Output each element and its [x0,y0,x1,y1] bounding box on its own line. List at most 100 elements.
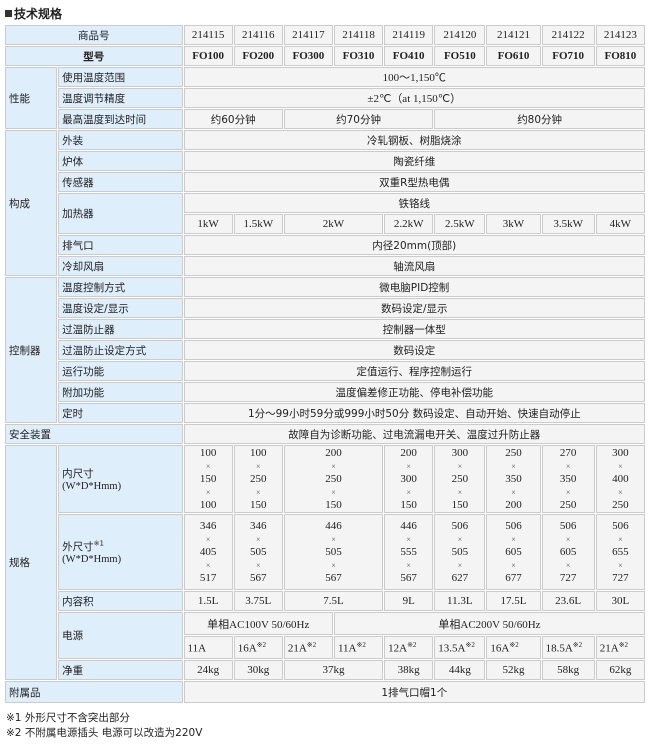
heater-power-cell: 2.2kW [384,214,434,234]
dim-value: 627 [451,571,469,584]
dim-value: 150 [451,498,469,511]
dim-value: 505 [451,545,469,558]
inner-dim-label: 内尺寸 [62,468,94,480]
table-row: 最高温度到达时间 约60分钟 约70分钟 约80分钟 [5,109,645,129]
row-label: 最高温度到达时间 [58,109,183,129]
times-sign: × [205,461,211,471]
current-value: 16A [490,642,510,655]
times-sign: × [406,461,411,471]
current-cell: 11A [183,636,233,659]
table-row: 运行功能 定值运行、程序控制运行 [5,361,645,381]
current-value: 12A [388,642,408,655]
accessory-value: 1排气口帽1个 [183,681,645,703]
volume-cell: 30L [595,591,645,611]
fan-value: 轴流风扇 [183,256,645,276]
item-no-cell: 214117 [283,25,333,45]
inner-dim-cell: 100 × 150 × 100 [183,445,233,513]
dim-value: 517 [199,571,217,584]
times-sign: × [256,560,261,570]
weight-cell: 58kg [541,660,595,680]
group-performance: 性能 [5,67,58,129]
table-row: 加热器 铁铬线 [5,193,645,234]
item-no-row: 商品号 214115 214116 214117 214118 214119 214120… [5,25,645,45]
current-value: 21A [599,642,619,655]
dim-value: 100 [199,446,217,459]
current-note: ※2 [407,640,417,649]
outer-dim-cell: 446 × 555 × 567 [384,514,434,590]
dim-value: 200 [505,498,522,511]
inner-dim-cell: 200 × 250 × 150 [283,445,384,513]
spec-table: 商品号 214115 214116 214117 214118 214119 214120… [4,24,646,704]
table-row: 温度调节精度 ±2℃（at 1,150℃） [5,88,645,108]
dim-value: 150 [199,472,217,485]
dim-value: 350 [505,472,522,485]
exterior-value: 冷轧钢板、树脂烧涂 [183,130,645,150]
current-cell: 21A※2 [595,636,645,659]
current-note: ※2 [465,640,475,649]
table-row: 性能 使用温度范围 100～1,150℃ [5,67,645,129]
controller-value: 定值运行、程序控制运行 [183,361,645,381]
row-label: 过温防止设定方式 [58,340,183,360]
table-row: 过温防止设定方式 数码设定 [5,340,645,360]
safety-label: 安全装置 [5,424,183,444]
table-row: 安全装置 故障自为诊断功能、过电流漏电开关、温度过升防止器 [5,424,645,444]
current-cell: 12A※2 [384,636,434,659]
table-row: 过温防止器 控制器一体型 [5,319,645,339]
dim-value: 567 [250,571,267,584]
footnote: ※2 不附属电源插头 电源可以改造为220V [6,727,203,739]
heater-value: 铁铬线 [183,193,645,213]
weight-cell: 30kg [233,660,283,680]
times-sign: × [618,461,623,471]
item-no-cell: 214121 [486,25,541,45]
times-sign: × [457,534,463,544]
volume-row: 内容积 1.5L 3.75L 7.5L 9L 11.3L 17.5L 23.6L 30L [5,591,645,611]
outer-dim-cell: 346 × 505 × 567 [233,514,283,590]
volume-cell: 23.6L [541,591,595,611]
row-label: 排气口 [58,235,183,255]
controller-value: 温度偏差修正功能、停电补偿功能 [183,382,645,402]
current-value: 11A [337,642,357,655]
times-sign: × [205,487,211,497]
inner-dim-cell: 200 × 300 × 150 [384,445,434,513]
dim-value: 200 [325,446,342,459]
power-row: 电源 单相AC100V 50/60Hz 单相AC200V 50/60Hz [5,612,645,659]
current-value: 13.5A [438,642,466,655]
controller-value: 1分～99小时59分或999小时50分 数码设定、自动开始、快速自动停止 [183,403,645,423]
volume-cell: 9L [384,591,434,611]
dim-value: 270 [559,446,577,459]
dim-value: 727 [559,571,577,584]
row-label: 定时 [58,403,183,423]
model-row: 型号 FO100 FO200 FO300 FO310 FO410 FO510 FO610 FO… [5,46,645,66]
section-title: 技术规格 [5,5,62,22]
dim-value: 150 [325,498,342,511]
heater-power-cell: 1kW [183,214,233,234]
current-value: 21A [287,642,307,655]
weight-row: 净重 24kg 30kg 37kg 38kg 44kg 52kg 58kg 62kg [5,660,645,680]
table-row: 传感器 双重R型热电偶 [5,172,645,192]
current-note: ※2 [356,640,366,649]
weight-cell: 52kg [486,660,541,680]
dim-value: 555 [400,545,417,558]
outer-dim-cell: 506 × 605 × 727 [541,514,595,590]
dim-value: 605 [559,545,577,558]
table-row: 排气口 内径20mm(顶部) [5,235,645,255]
volume-cell: 7.5L [283,591,384,611]
dim-value: 250 [612,498,629,511]
model-label: 型号 [5,46,183,66]
dim-value: 505 [325,545,342,558]
weight-cell: 44kg [434,660,486,680]
current-cell: 13.5A※2 [434,636,486,659]
times-sign: × [256,534,261,544]
model-cell: FO100 [183,46,233,66]
table-row: 附加功能 温度偏差修正功能、停电补偿功能 [5,382,645,402]
model-cell: FO810 [595,46,645,66]
dim-value: 300 [451,446,469,459]
times-sign: × [511,487,516,497]
dim-value: 346 [199,519,217,532]
dim-value: 446 [325,519,342,532]
table-row: 冷却风扇 轴流风扇 [5,256,645,276]
outer-dim-cell: 446 × 505 × 567 [283,514,384,590]
times-sign: × [618,560,623,570]
current-cell: 11A※2 [333,636,384,659]
current-cell: 16A※2 [486,636,541,659]
